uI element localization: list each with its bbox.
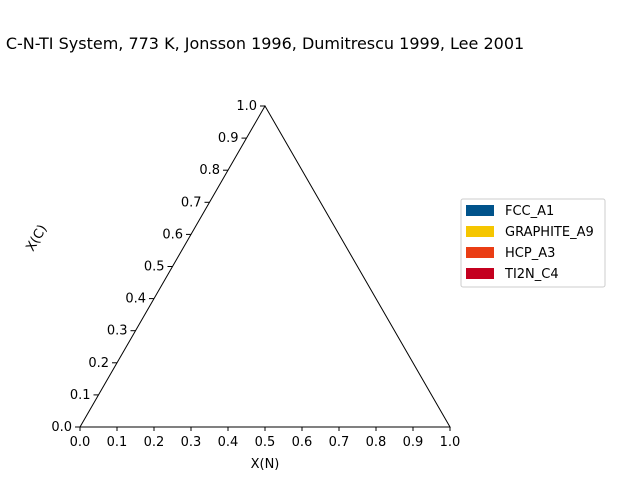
x-tick-label: 1.0 [440, 435, 461, 450]
y-tick-label: 0.6 [162, 227, 183, 242]
x-tick-label: 0.1 [107, 435, 128, 450]
x-tick-label: 0.3 [181, 435, 202, 450]
chart-title: C-N-TI System, 773 K, Jonsson 1996, Dumi… [6, 34, 524, 53]
x-tick-label: 0.2 [144, 435, 165, 450]
y-axis-ticks: 0.0 0.1 0.2 0.3 0.4 0.5 0.6 0.7 0.8 0.9 1.0 [51, 99, 265, 435]
y-tick-label: 0.0 [51, 420, 72, 435]
legend-label: TI2N_C4 [504, 267, 559, 282]
x-tick-label: 0.5 [255, 435, 276, 450]
x-tick-label: 0.7 [329, 435, 350, 450]
ternary-triangle [79, 104, 451, 428]
y-tick-label: 0.2 [88, 356, 109, 371]
y-tick-label: 0.3 [107, 324, 128, 339]
legend-swatch [466, 268, 494, 279]
y-tick-label: 0.7 [181, 195, 202, 210]
y-tick-label: 0.1 [70, 388, 91, 403]
y-tick-label: 0.9 [218, 131, 239, 146]
legend-swatch [466, 247, 494, 258]
x-tick-label: 0.6 [292, 435, 313, 450]
legend-label: FCC_A1 [505, 204, 554, 219]
x-axis-ticks: 0.0 0.1 0.2 0.3 0.4 0.5 0.6 0.7 0.8 0.9 1.0 [70, 427, 461, 450]
x-tick-label: 0.8 [366, 435, 387, 450]
legend-label: HCP_A3 [505, 246, 555, 261]
x-tick-label: 0.4 [218, 435, 239, 450]
legend-frame [460, 198, 606, 288]
y-axis-label: X(C) [23, 222, 50, 254]
x-axis-label: X(N) [251, 457, 280, 472]
y-tick-label: 0.5 [144, 260, 165, 275]
legend-swatch [466, 226, 494, 237]
y-tick-label: 0.4 [125, 292, 146, 307]
y-tick-label: 0.8 [199, 163, 220, 178]
legend-label: GRAPHITE_A9 [505, 225, 594, 240]
legend-swatch [466, 205, 494, 216]
x-tick-label: 0.0 [70, 435, 91, 450]
y-tick-label: 1.0 [236, 99, 257, 114]
legend: FCC_A1 GRAPHITE_A9 HCP_A3 TI2N_C4 [460, 198, 606, 288]
x-tick-label: 0.9 [403, 435, 424, 450]
